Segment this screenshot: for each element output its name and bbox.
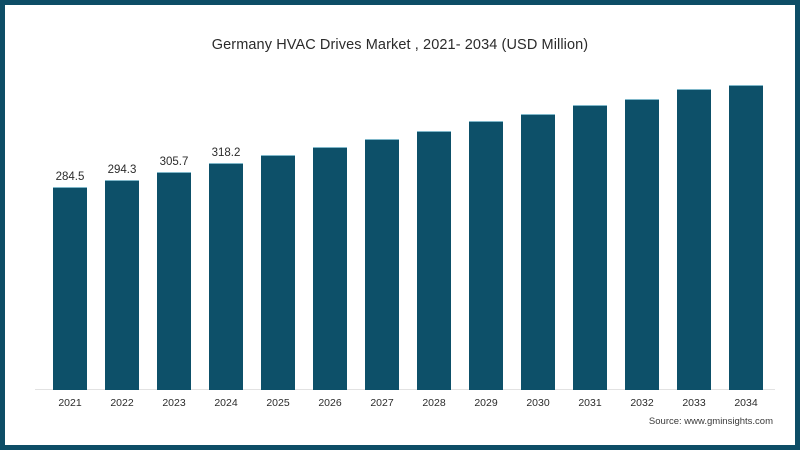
bar-slot: [408, 85, 460, 390]
bar-slot: [512, 85, 564, 390]
bar[interactable]: [105, 179, 139, 390]
x-axis-tick-label: 2027: [370, 397, 394, 409]
bar[interactable]: [53, 186, 87, 390]
bar-slot: 284.5: [44, 85, 96, 390]
bar[interactable]: [677, 89, 711, 390]
bar-slot: [304, 85, 356, 390]
x-axis-tick-label: 2026: [318, 397, 342, 409]
bar[interactable]: [521, 113, 555, 390]
bar-value-label: 318.2: [211, 146, 241, 159]
x-axis-tick-label: 2028: [422, 397, 446, 409]
x-axis-tick-label: 2024: [214, 397, 238, 409]
x-axis-tick-label: 2022: [110, 397, 134, 409]
bar[interactable]: [625, 99, 659, 390]
bar-slot: 294.3: [96, 85, 148, 390]
x-axis-tick-label: 2023: [162, 397, 186, 409]
bar-slot: 305.7: [148, 85, 200, 390]
bar-value-label: 284.5: [55, 170, 85, 183]
bar-slot: [252, 85, 304, 390]
bar-slot: [460, 85, 512, 390]
bar[interactable]: [365, 139, 399, 390]
bar[interactable]: [157, 171, 191, 390]
x-axis-tick-label: 2033: [682, 397, 706, 409]
x-axis-tick-label: 2034: [734, 397, 758, 409]
bar-slot: [356, 85, 408, 390]
bar[interactable]: [209, 162, 243, 390]
x-axis-tick-label: 2032: [630, 397, 654, 409]
source-attribution: Source: www.gminsights.com: [648, 416, 773, 427]
bar-slot: 318.2: [200, 85, 252, 390]
bar-slot: [564, 85, 616, 390]
x-axis-tick-label: 2029: [474, 397, 498, 409]
bar[interactable]: [469, 121, 503, 390]
bar-slot: [668, 85, 720, 390]
bar-slot: [720, 84, 772, 390]
chart-title: Germany HVAC Drives Market , 2021- 2034 …: [211, 37, 589, 53]
x-axis-tick-label: 2031: [578, 397, 602, 409]
x-axis-tick-label: 2030: [526, 397, 550, 409]
plot-area: 284.5 294.3 305.7 318.2: [35, 84, 775, 390]
x-axis-tick-label: 2025: [266, 397, 290, 409]
bar-value-label: 305.7: [159, 155, 189, 168]
bar[interactable]: [313, 147, 347, 390]
x-axis-tick-label: 2021: [58, 397, 82, 409]
bar-value-label: 294.3: [107, 163, 137, 176]
bar[interactable]: [729, 84, 763, 390]
bar[interactable]: [417, 130, 451, 390]
bar[interactable]: [261, 154, 295, 390]
x-axis-line: [35, 389, 775, 390]
bar[interactable]: [573, 105, 607, 390]
bar-slot: [616, 85, 668, 390]
